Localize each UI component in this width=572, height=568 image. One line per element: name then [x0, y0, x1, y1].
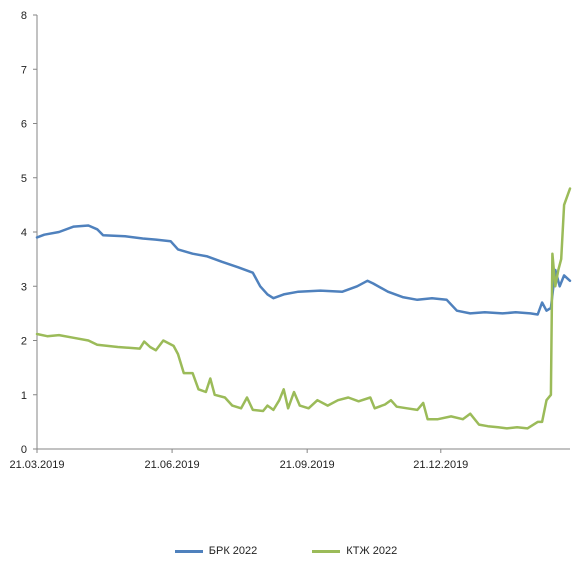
y-axis: 0 1 2 3 4 5 6 7 8: [21, 10, 38, 456]
y-tick-label: 2: [21, 336, 27, 348]
legend: БРК 2022 КТЖ 2022: [0, 545, 572, 557]
y-tick-label: 1: [21, 390, 27, 402]
y-tick-label: 0: [21, 444, 27, 456]
legend-item-ktzh: КТЖ 2022: [312, 545, 397, 557]
x-tick-label: 21.09.2019: [280, 459, 335, 471]
series-line-brk: [35, 224, 572, 316]
x-tick-label: 21.03.2019: [9, 459, 64, 471]
legend-label-ktzh: КТЖ 2022: [346, 545, 398, 557]
x-axis: 21.03.2019 21.06.2019 21.09.2019 21.12.2019: [9, 448, 570, 471]
x-tick-label: 21.06.2019: [145, 459, 200, 471]
legend-swatch-brk: [174, 549, 203, 553]
legend-item-brk: БРК 2022: [174, 545, 258, 557]
y-tick-label: 6: [21, 119, 27, 131]
legend-swatch-ktzh: [312, 549, 341, 553]
y-tick-label: 4: [21, 227, 27, 239]
legend-label-brk: БРК 2022: [208, 545, 258, 557]
y-tick-label: 7: [21, 64, 27, 76]
y-tick-label: 8: [21, 10, 27, 22]
y-tick-label: 5: [21, 173, 27, 185]
y-tick-label: 3: [21, 281, 27, 293]
series-line-ktzh: [35, 187, 572, 430]
series-lines: [35, 187, 572, 430]
x-tick-label: 21.12.2019: [413, 459, 468, 471]
